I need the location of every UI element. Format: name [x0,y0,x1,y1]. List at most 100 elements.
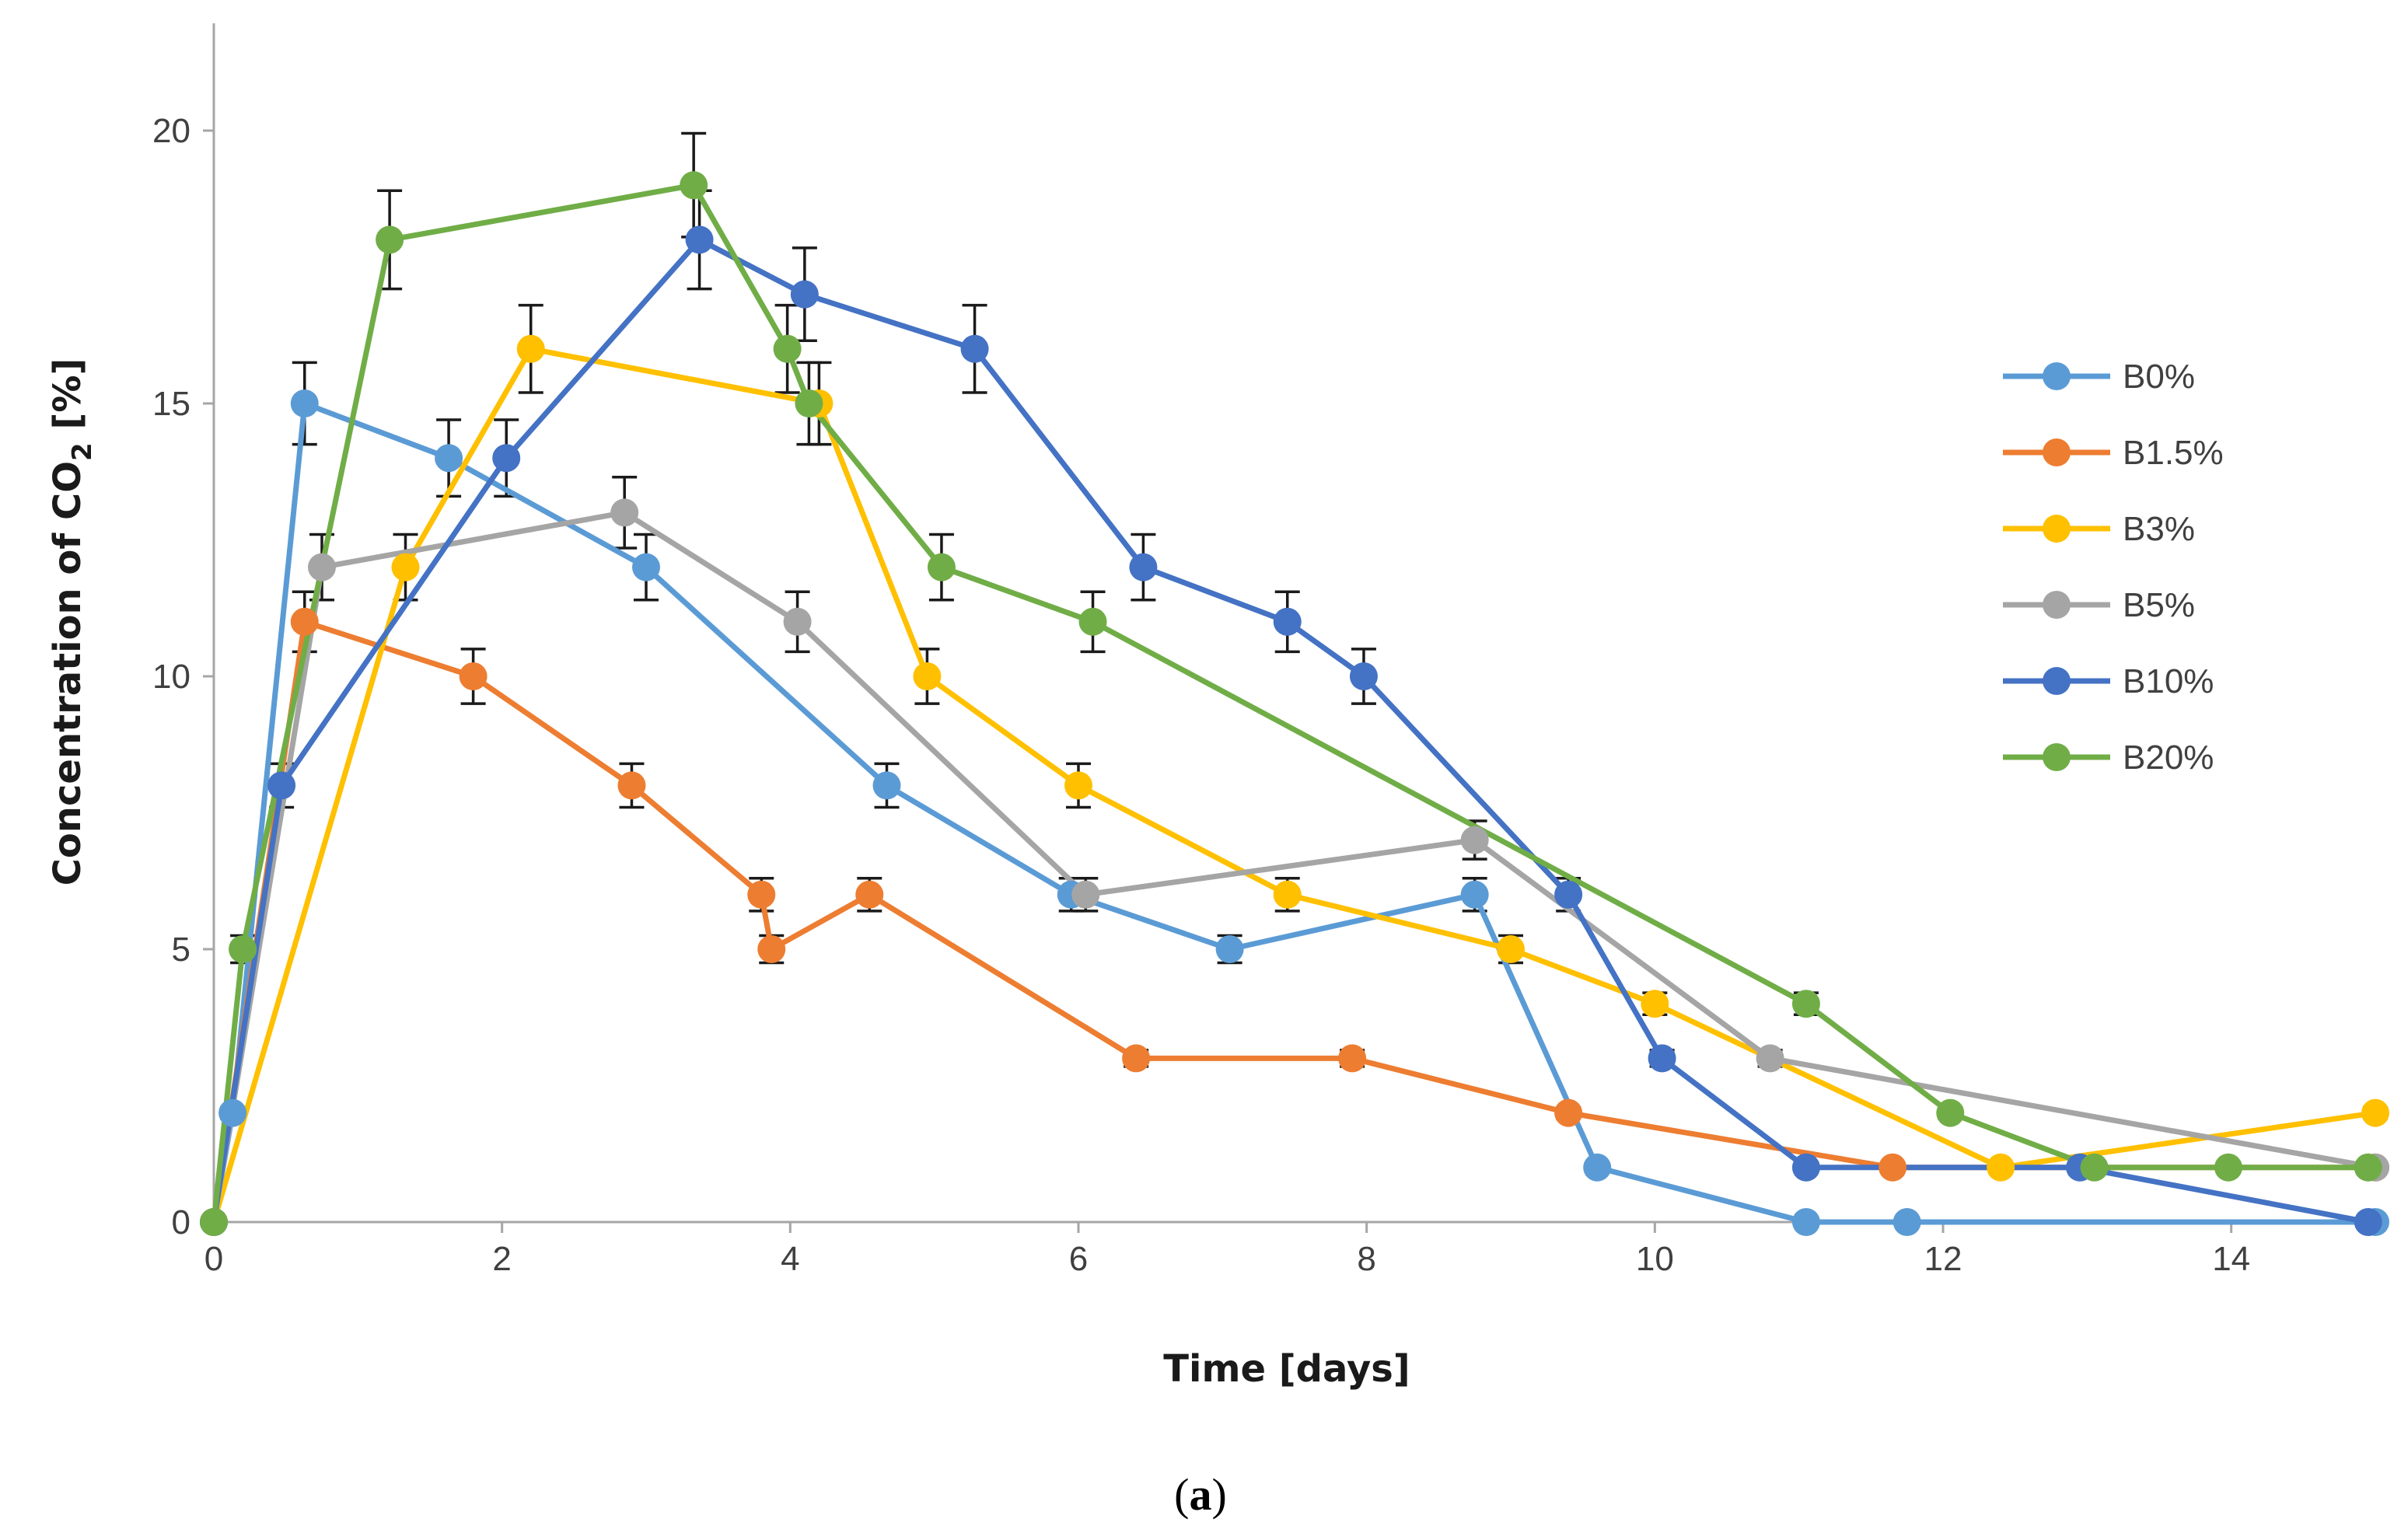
data-point-b0pct [1892,1208,1921,1236]
data-point-b10pct [267,771,296,800]
data-point-b20pct [229,935,257,963]
x-tick-label: 0 [204,1240,223,1278]
legend-marker-b3pct [2043,515,2071,543]
data-point-b1-5pct [617,771,646,800]
y-tick-label: 0 [172,1203,190,1241]
data-point-b3pct [1064,771,1092,800]
data-point-b5pct [1756,1044,1784,1073]
legend-marker-b0pct [2043,362,2071,390]
data-point-b10pct [1129,553,1158,581]
legend-marker-b10pct [2043,667,2071,695]
legend-label-b5pct: B5% [2123,586,2195,624]
legend-marker-b20pct [2043,743,2071,771]
y-axis-title-suffix: [%] [46,358,89,443]
data-point-b20pct [200,1208,228,1236]
caption-open-paren: ( [1174,1469,1189,1520]
y-tick-label: 15 [152,385,190,423]
data-point-b20pct [1078,607,1107,636]
data-point-b3pct [2361,1098,2389,1127]
data-point-b20pct [2080,1153,2109,1182]
caption-label: a [1190,1469,1212,1520]
data-point-b10pct [685,225,714,254]
legend-label-b10pct: B10% [2123,662,2214,700]
data-point-b0pct [1791,1208,1820,1236]
data-point-b1-5pct [459,662,488,690]
x-tick-label: 12 [1924,1240,1962,1278]
data-point-b20pct [2214,1153,2242,1182]
y-axis-title-prefix: Concentration of CO [46,461,89,885]
series-line-b1-5pct [211,619,2378,1225]
data-point-b0pct [435,444,463,473]
data-point-b10pct [1273,607,1302,636]
data-point-b20pct [376,225,404,254]
data-point-b20pct [680,171,708,200]
legend-marker-b1-5pct [2043,438,2071,466]
x-tick-label: 14 [2212,1240,2250,1278]
data-point-b3pct [1641,990,1669,1018]
data-point-b10pct [790,280,819,309]
y-axis-title-subscript: 2 [67,442,98,461]
y-tick-label: 5 [172,931,190,969]
data-point-b10pct [1791,1153,1820,1182]
data-point-b20pct [2354,1153,2382,1182]
data-point-b5pct [1460,826,1489,854]
data-point-b5pct [308,553,336,581]
data-point-b20pct [795,389,823,417]
series-line-b10pct [211,236,2371,1225]
data-point-b10pct [1349,662,1378,690]
data-point-b1-5pct [290,607,319,636]
data-point-b5pct [783,607,812,636]
caption-close-paren: ) [1212,1469,1227,1520]
data-point-b20pct [927,553,956,581]
data-point-b10pct [960,334,989,363]
data-point-b10pct [1648,1044,1676,1073]
data-point-b0pct [872,771,901,800]
x-axis-title: Time [days] [1163,1347,1410,1391]
data-point-b3pct [516,334,545,363]
x-tick-label: 8 [1357,1240,1375,1278]
series-markers [200,171,2389,1236]
data-point-b10pct [1554,880,1583,909]
data-point-b3pct [913,662,942,690]
series-line-b3pct [211,346,2378,1225]
data-point-b0pct [1460,880,1489,909]
data-point-b0pct [1583,1153,1612,1182]
x-tick-label: 4 [781,1240,799,1278]
data-point-b1-5pct [747,880,776,909]
y-tick-label: 20 [152,112,190,150]
error-bars [220,131,2388,1172]
data-point-b5pct [1071,880,1100,909]
data-point-b3pct [1273,880,1302,909]
data-point-b20pct [773,334,802,363]
series-line-b5pct [211,509,2378,1225]
y-axis-title: Concentration of CO2 [%] [46,358,98,886]
data-point-b20pct [1936,1098,1965,1127]
data-point-b1-5pct [1338,1044,1367,1073]
figure-caption: (a) [1174,1469,1227,1520]
data-point-b10pct [492,444,521,473]
axes: 0 5 10 15 20 0 2 4 6 8 10 12 14 [152,23,2375,1278]
data-point-b1-5pct [1554,1098,1583,1127]
x-tick-label: 6 [1069,1240,1088,1278]
data-point-b3pct [391,553,420,581]
x-tick-label: 10 [1636,1240,1674,1278]
legend-label-b1-5pct: B1.5% [2123,434,2224,472]
data-point-b0pct [290,389,319,417]
data-point-b0pct [218,1098,247,1127]
data-point-b3pct [1987,1153,2015,1182]
legend-label-b0pct: B0% [2123,358,2195,396]
data-point-b5pct [610,498,639,527]
data-point-b1-5pct [855,880,884,909]
legend: B0% B1.5% B3% B5% B10% B20% [2003,358,2224,777]
legend-label-b3pct: B3% [2123,510,2195,548]
data-point-b0pct [1215,935,1244,963]
legend-label-b20pct: B20% [2123,739,2214,777]
x-tick-label: 2 [492,1240,511,1278]
legend-marker-b5pct [2043,591,2071,619]
data-point-b1-5pct [1879,1153,1907,1182]
data-point-b3pct [1497,935,1525,963]
y-tick-label: 10 [152,658,190,696]
data-point-b0pct [632,553,660,581]
